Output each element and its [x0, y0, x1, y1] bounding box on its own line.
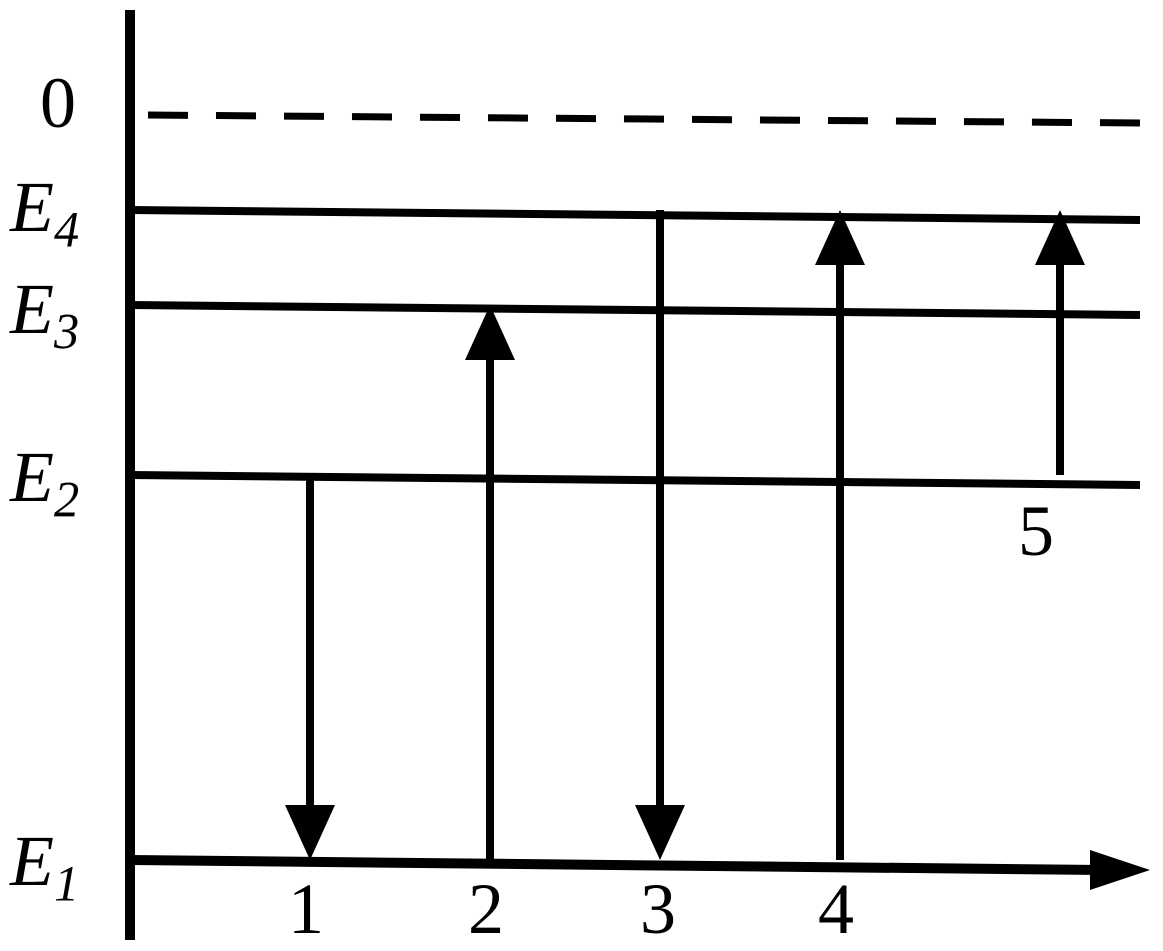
transition-label-2: 2	[468, 868, 504, 951]
energy-level-diagram	[0, 0, 1163, 946]
label-E4: E4	[10, 166, 79, 258]
transition-label-1: 1	[288, 868, 324, 951]
transition-label-3: 3	[640, 868, 676, 951]
transition-label-5: 5	[1018, 490, 1054, 573]
label-E2: E2	[10, 436, 79, 528]
transition-label-4: 4	[818, 868, 854, 951]
label-E3: E3	[10, 268, 79, 360]
label-E1: E1	[10, 820, 79, 912]
label-zero: 0	[40, 62, 76, 145]
